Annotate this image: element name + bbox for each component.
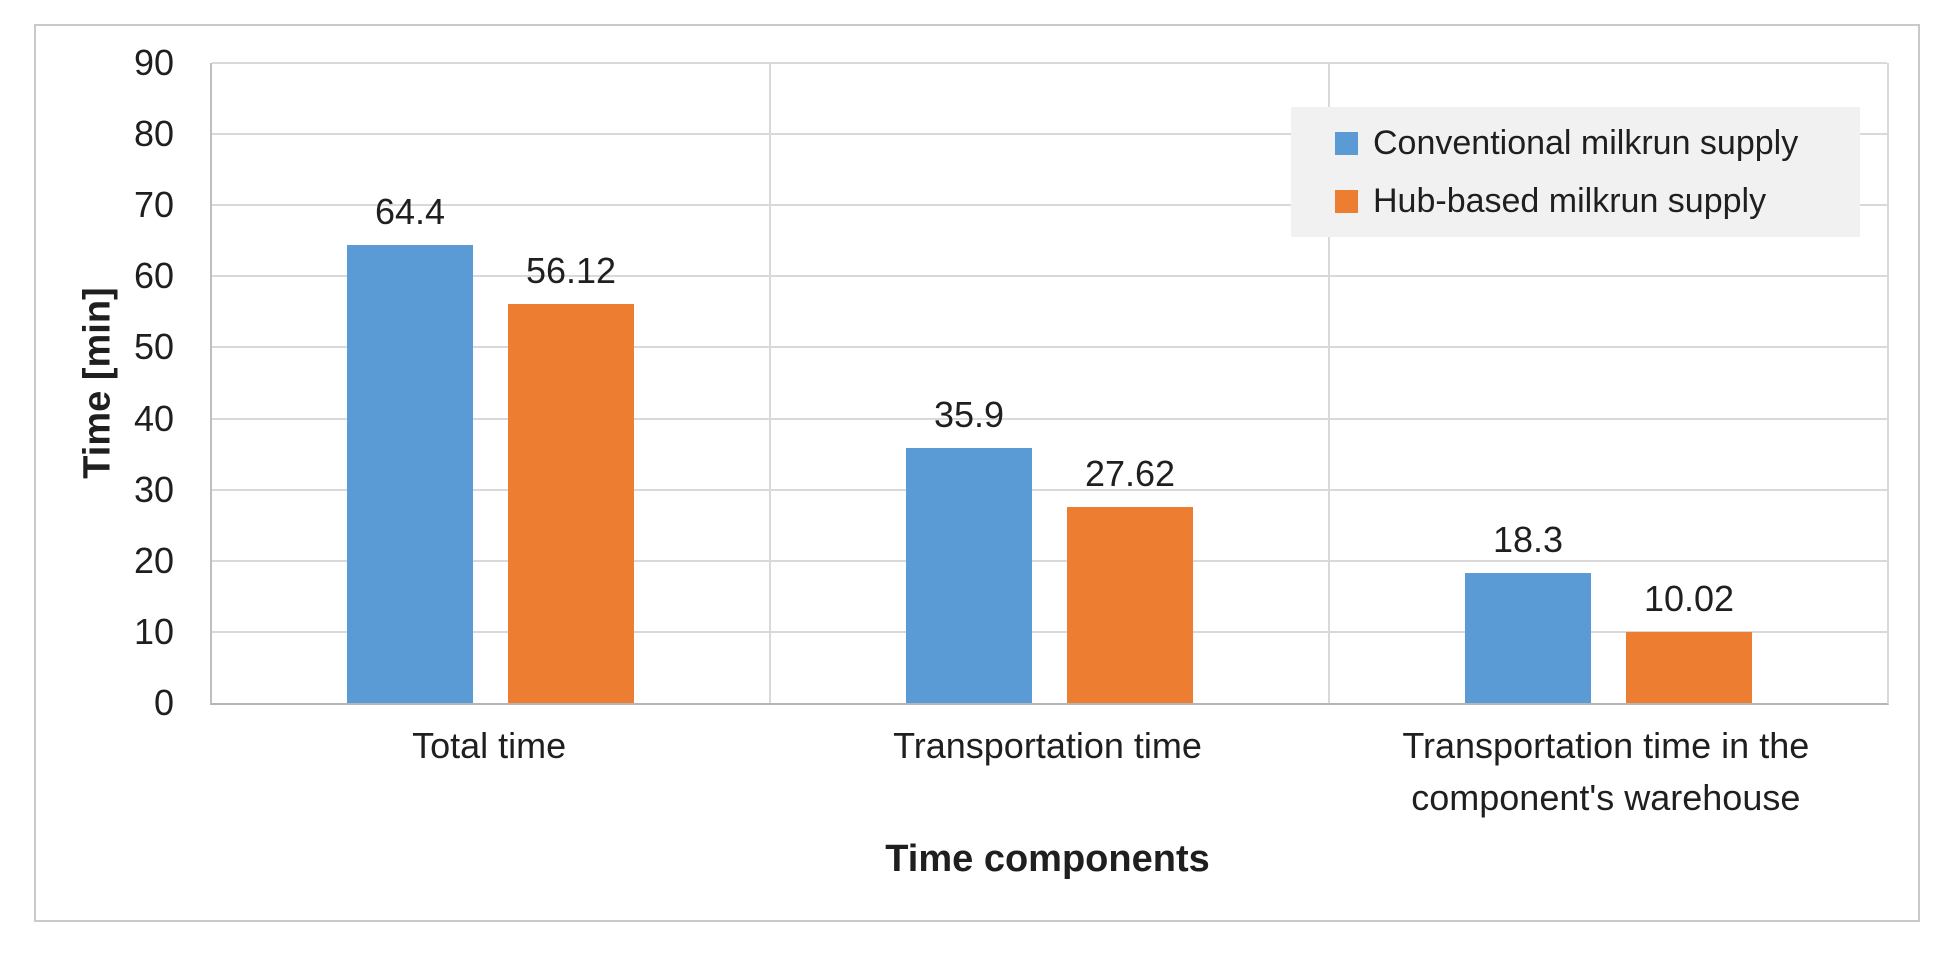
gridline xyxy=(212,133,1887,136)
y-tick-label: 50 xyxy=(133,326,174,368)
category-label: Transportation time xyxy=(893,725,1202,766)
bar-hub-based-2: 10.02 xyxy=(1626,578,1752,703)
data-label: 56.12 xyxy=(525,249,617,291)
x-axis-title: Time components xyxy=(885,838,1210,880)
y-tick-label: 0 xyxy=(153,682,174,723)
data-label: 18.3 xyxy=(1492,518,1564,560)
legend-entry-hub-based: Hub-based milkrun supply xyxy=(1335,183,1860,219)
gridline xyxy=(212,488,1887,491)
bar-conventional-0: 64.4 xyxy=(347,191,473,703)
x-category-labels: Total time Transportation time Transportat… xyxy=(210,720,1885,824)
gridline xyxy=(212,559,1887,562)
plot-area: 64.4 56.12 35.9 27.62 18.3 10.02 xyxy=(210,62,1889,705)
legend-label: Hub-based milkrun supply xyxy=(1373,182,1767,220)
gridline xyxy=(212,204,1887,207)
legend: Conventional milkrun supply Hub-based mil… xyxy=(1291,107,1860,237)
data-label: 27.62 xyxy=(1084,452,1176,494)
bar-conventional-1: 35.9 xyxy=(906,394,1032,703)
gridline xyxy=(212,62,1887,64)
legend-label: Conventional milkrun supply xyxy=(1373,124,1799,162)
plot-groups: 64.4 56.12 35.9 27.62 18.3 10.02 xyxy=(212,63,1887,703)
gridline xyxy=(212,346,1887,349)
y-tick-label: 10 xyxy=(133,610,174,652)
bar-hub-based-1: 27.62 xyxy=(1067,453,1193,703)
legend-swatch-icon xyxy=(1335,189,1358,213)
gridline-layer xyxy=(212,62,1887,703)
y-tick-label: 20 xyxy=(133,539,174,581)
legend-swatch-icon xyxy=(1335,131,1358,155)
data-label: 64.4 xyxy=(374,191,446,233)
data-label: 35.9 xyxy=(933,393,1005,435)
category-group-1: 35.9 27.62 xyxy=(771,63,1330,703)
category-group-2: 18.3 10.02 xyxy=(1330,63,1887,703)
gridline xyxy=(212,630,1887,633)
y-tick-label: 30 xyxy=(133,468,174,510)
y-tick-label: 40 xyxy=(133,397,174,439)
gridline xyxy=(212,417,1887,420)
legend-entry-conventional: Conventional milkrun supply xyxy=(1335,125,1860,161)
y-tick-label: 60 xyxy=(133,255,174,297)
category-label: Transportation time in the component's w… xyxy=(1402,725,1810,818)
y-tick-label: 70 xyxy=(133,184,174,226)
category-group-0: 64.4 56.12 xyxy=(212,63,771,703)
y-axis-ticks: 0 10 20 30 40 50 60 70 80 90 xyxy=(40,42,174,723)
y-tick-label: 90 xyxy=(133,42,174,83)
bar-conventional-2: 18.3 xyxy=(1465,519,1591,703)
bar-hub-based-0: 56.12 xyxy=(508,250,634,703)
data-label: 10.02 xyxy=(1643,577,1735,619)
category-label: Total time xyxy=(412,725,567,766)
gridline xyxy=(212,275,1887,278)
y-tick-label: 80 xyxy=(133,113,174,155)
